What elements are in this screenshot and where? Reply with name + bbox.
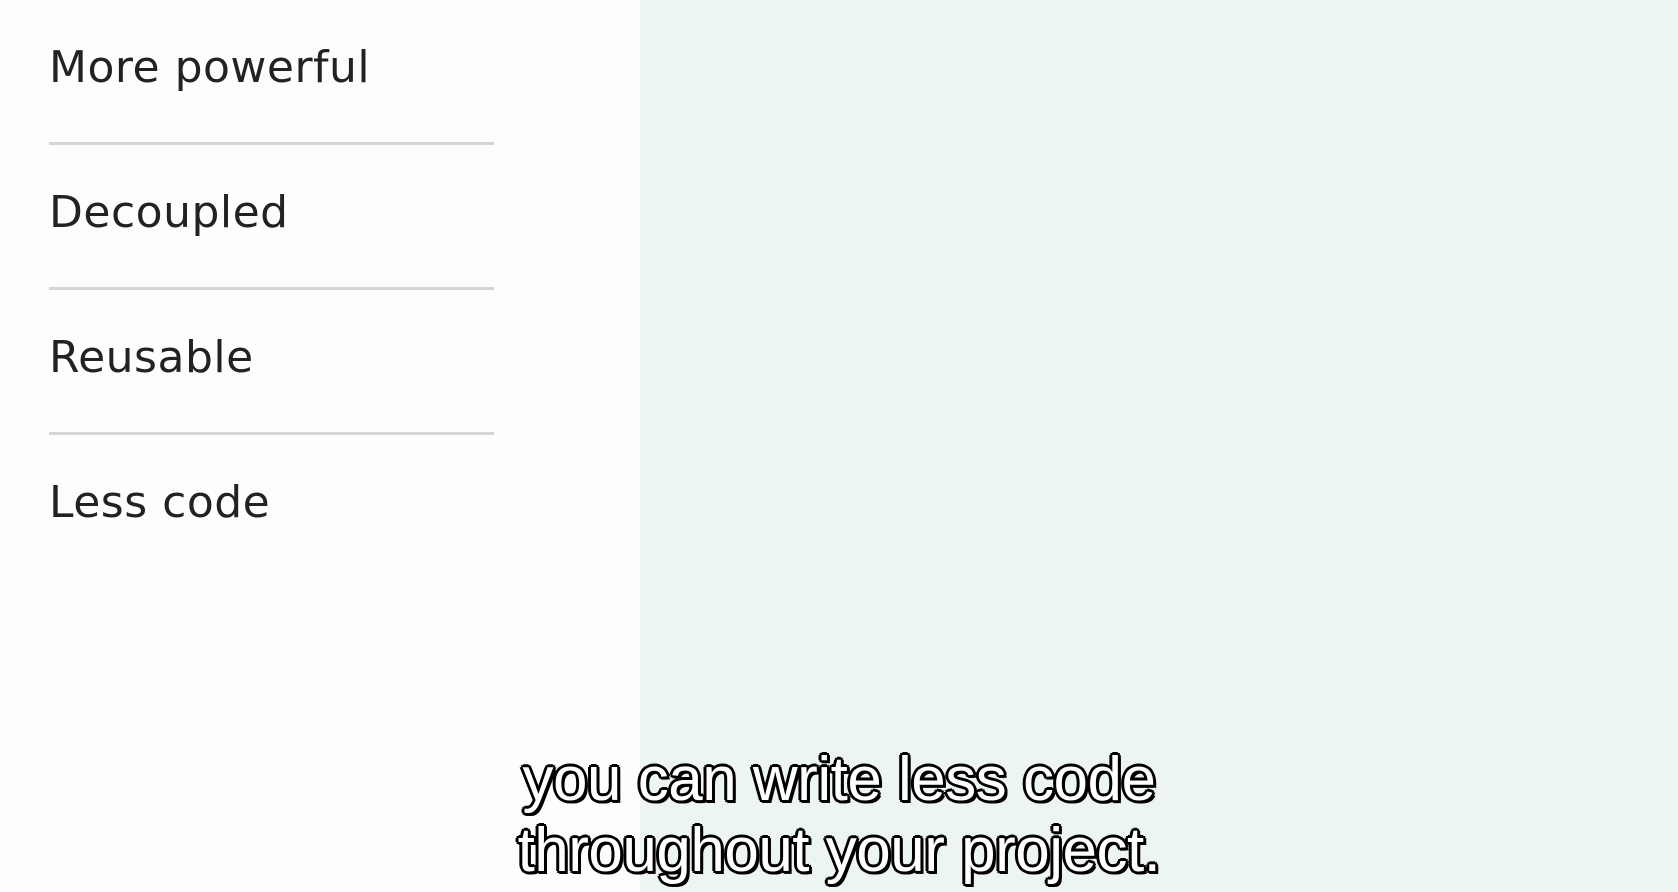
subtitle-line-1: you can write less code <box>522 744 1157 815</box>
content-preview-panel <box>640 0 1678 892</box>
feature-item-label: Decoupled <box>49 187 289 238</box>
feature-list: More powerful Decoupled Reusable Less co… <box>49 0 494 580</box>
feature-item-more-powerful[interactable]: More powerful <box>49 0 494 145</box>
feature-item-reusable[interactable]: Reusable <box>49 290 494 435</box>
subtitle-line-2: throughout your project. <box>517 815 1162 886</box>
feature-item-label: Reusable <box>49 332 254 383</box>
feature-list-panel: More powerful Decoupled Reusable Less co… <box>0 0 640 892</box>
video-subtitle: you can write less code throughout your … <box>0 744 1678 886</box>
feature-item-less-code[interactable]: Less code <box>49 435 494 580</box>
feature-item-label: Less code <box>49 477 271 528</box>
feature-item-label: More powerful <box>49 42 371 93</box>
feature-item-decoupled[interactable]: Decoupled <box>49 145 494 290</box>
